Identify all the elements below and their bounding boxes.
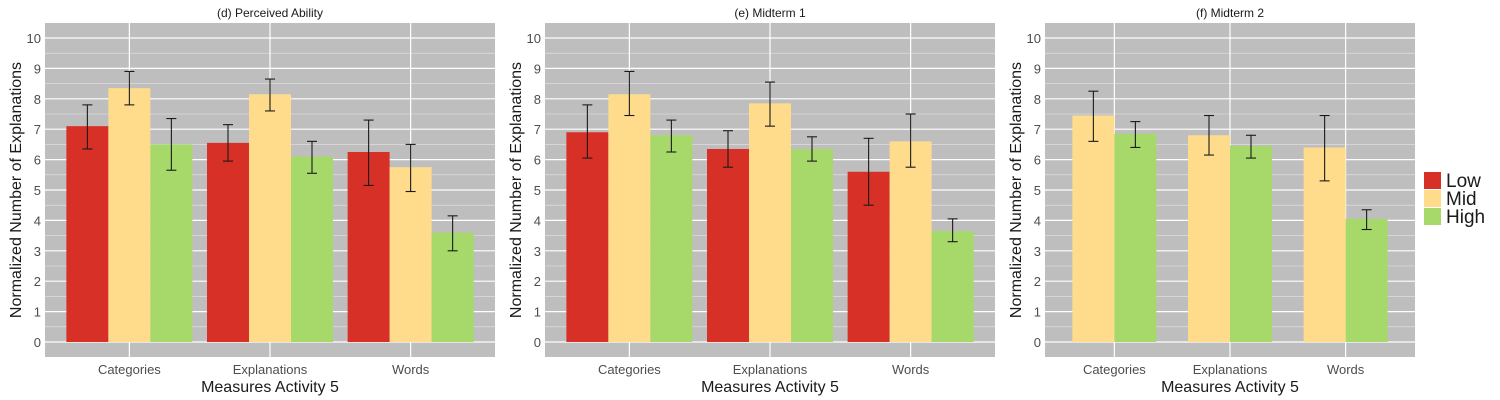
y-tick-label: 9 bbox=[1034, 61, 1041, 76]
bar bbox=[608, 94, 651, 343]
y-tick-label: 10 bbox=[27, 31, 41, 46]
y-tick-label: 0 bbox=[1034, 335, 1041, 350]
y-tick-label: 3 bbox=[34, 244, 41, 259]
y-tick-label: 6 bbox=[534, 153, 541, 168]
y-axis-title: Normalized Number of Explanations bbox=[508, 62, 525, 318]
y-tick-label: 1 bbox=[34, 305, 41, 320]
bar bbox=[566, 132, 609, 342]
y-tick-label: 6 bbox=[34, 153, 41, 168]
bar bbox=[1345, 218, 1388, 342]
y-tick-label: 10 bbox=[1027, 31, 1041, 46]
bar bbox=[389, 167, 432, 342]
y-tick-label: 2 bbox=[534, 274, 541, 289]
legend-swatch bbox=[1424, 208, 1441, 225]
bar bbox=[791, 148, 833, 342]
bar bbox=[249, 94, 291, 343]
y-tick-label: 4 bbox=[1034, 213, 1041, 228]
x-tick-label: Explanations bbox=[733, 362, 808, 377]
y-tick-label: 1 bbox=[534, 305, 541, 320]
y-tick-label: 5 bbox=[1034, 183, 1041, 198]
chart-title: (f) Midterm 2 bbox=[1196, 6, 1264, 20]
x-tick-label: Words bbox=[392, 362, 430, 377]
bar bbox=[1072, 115, 1115, 343]
y-tick-label: 9 bbox=[534, 61, 541, 76]
y-tick-label: 2 bbox=[34, 274, 41, 289]
x-tick-label: Categories bbox=[1083, 362, 1146, 377]
chart-panel: (e) Midterm 1 0 1 2 3 4 5 6 7 8 9 10 Categories Expla… bbox=[508, 6, 995, 396]
y-tick-label: 4 bbox=[534, 213, 541, 228]
y-tick-label: 0 bbox=[34, 335, 41, 350]
x-tick-label: Categories bbox=[598, 362, 661, 377]
y-tick-label: 6 bbox=[1034, 153, 1041, 168]
bar bbox=[1188, 135, 1230, 342]
y-tick-label: 4 bbox=[34, 213, 41, 228]
y-axis-title: Normalized Number of Explanations bbox=[8, 62, 25, 318]
bar bbox=[889, 141, 932, 342]
bar bbox=[749, 103, 791, 342]
bar bbox=[108, 88, 151, 342]
y-axis-title: Normalized Number of Explanations bbox=[1008, 62, 1025, 318]
bar bbox=[150, 144, 193, 342]
y-tick-label: 10 bbox=[527, 31, 541, 46]
chart-title: (e) Midterm 1 bbox=[734, 6, 806, 20]
x-axis-title: Measures Activity 5 bbox=[701, 379, 839, 396]
y-tick-label: 8 bbox=[34, 92, 41, 107]
bar bbox=[707, 148, 749, 342]
y-tick-label: 7 bbox=[1034, 122, 1041, 137]
y-tick-label: 3 bbox=[534, 244, 541, 259]
bar bbox=[1230, 145, 1272, 342]
chart-panel: (d) Perceived Ability 0 1 2 3 4 5 6 7 8 9 10 Categor… bbox=[8, 6, 495, 396]
bar bbox=[650, 135, 693, 342]
bar bbox=[931, 231, 974, 342]
chart-panel: (f) Midterm 2 0 1 2 3 4 5 6 7 8 9 10 Categories Expla… bbox=[1008, 6, 1415, 396]
x-tick-label: Explanations bbox=[1193, 362, 1268, 377]
chart-panels: (d) Perceived Ability012345678910Categor… bbox=[8, 6, 1415, 396]
x-axis-title: Measures Activity 5 bbox=[1161, 379, 1299, 396]
y-tick-label: 5 bbox=[534, 183, 541, 198]
y-tick-label: 5 bbox=[34, 183, 41, 198]
y-tick-label: 1 bbox=[1034, 305, 1041, 320]
x-tick-label: Words bbox=[892, 362, 930, 377]
y-tick-label: 7 bbox=[34, 122, 41, 137]
y-tick-label: 8 bbox=[1034, 92, 1041, 107]
x-tick-label: Categories bbox=[98, 362, 161, 377]
bar bbox=[1114, 133, 1157, 342]
legend-swatch bbox=[1424, 172, 1441, 189]
chart-title: (d) Perceived Ability bbox=[217, 6, 323, 20]
y-tick-label: 9 bbox=[34, 61, 41, 76]
y-tick-label: 8 bbox=[534, 92, 541, 107]
y-tick-label: 7 bbox=[534, 122, 541, 137]
bar bbox=[66, 126, 109, 342]
legend-label: High bbox=[1446, 207, 1485, 228]
legend-label: Low bbox=[1446, 171, 1481, 192]
legend-label: Mid bbox=[1446, 189, 1477, 210]
x-tick-label: Words bbox=[1327, 362, 1365, 377]
y-tick-label: 0 bbox=[534, 335, 541, 350]
x-tick-label: Explanations bbox=[233, 362, 308, 377]
bar bbox=[291, 156, 333, 342]
y-tick-label: 2 bbox=[1034, 274, 1041, 289]
bar bbox=[207, 142, 249, 342]
legend-swatch bbox=[1424, 190, 1441, 207]
y-tick-label: 3 bbox=[1034, 244, 1041, 259]
x-axis-title: Measures Activity 5 bbox=[201, 379, 339, 396]
